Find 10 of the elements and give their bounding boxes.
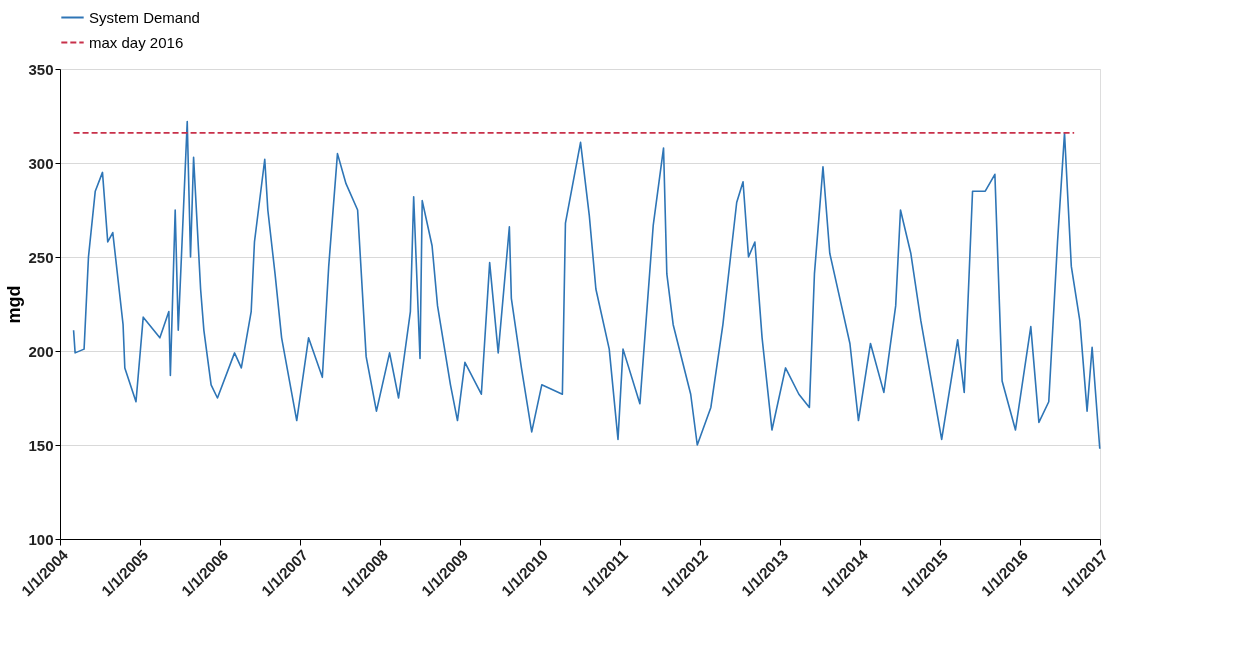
legend-label: max day 2016 bbox=[89, 33, 184, 51]
y-tick-label: 300 bbox=[28, 154, 54, 172]
line-series bbox=[72, 120, 1101, 450]
y-tick-label: 100 bbox=[28, 530, 54, 548]
y-tick-label: 150 bbox=[28, 436, 54, 454]
legend-label: System Demand bbox=[89, 8, 200, 26]
y-axis-title: mgd bbox=[4, 285, 25, 324]
y-tick-label: 200 bbox=[28, 342, 54, 360]
y-tick-label: 350 bbox=[28, 60, 54, 78]
y-tick-label: 250 bbox=[28, 248, 54, 266]
